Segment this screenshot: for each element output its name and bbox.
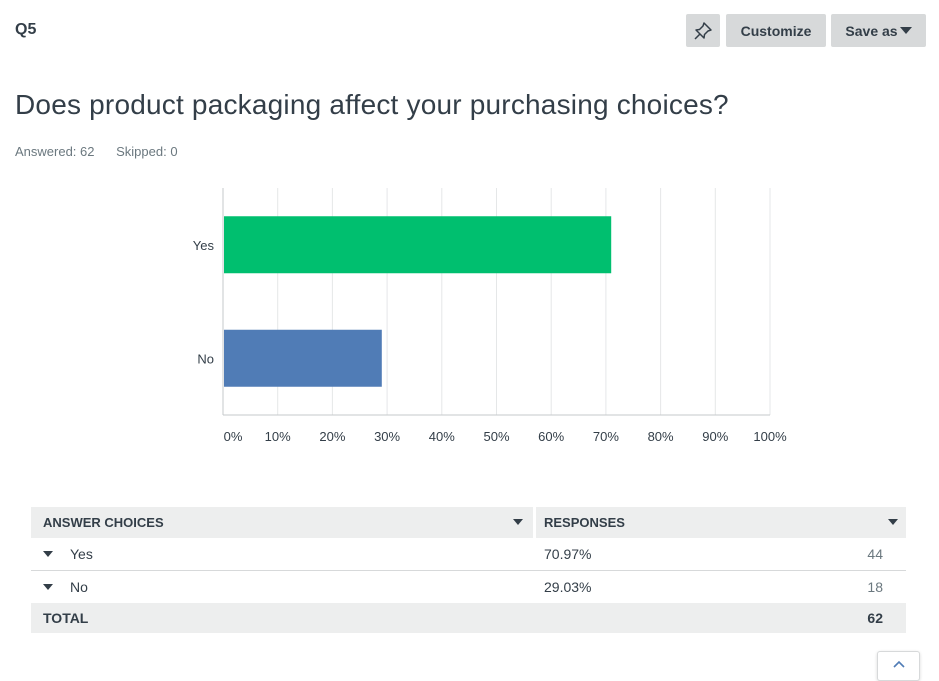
x-tick-label: 0% [224, 429, 243, 444]
row-percent: 29.03% [544, 579, 592, 595]
caret-down-icon [899, 27, 912, 34]
expand-row-icon[interactable] [43, 584, 53, 590]
y-tick-label: No [197, 351, 214, 366]
answered-count: Answered: 62 [15, 144, 95, 159]
x-tick-label: 40% [429, 429, 455, 444]
y-tick-label: Yes [193, 238, 215, 253]
x-tick-label: 60% [538, 429, 564, 444]
total-row: TOTAL 62 [31, 603, 906, 633]
row-label: Yes [70, 546, 93, 562]
question-header: Q5 Customize Save as [0, 0, 939, 62]
total-label: TOTAL [43, 610, 89, 626]
row-count: 44 [867, 546, 883, 562]
row-percent: 70.97% [544, 546, 592, 562]
x-tick-label: 50% [483, 429, 509, 444]
x-tick-label: 100% [753, 429, 787, 444]
response-stats: Answered: 62 Skipped: 0 [15, 144, 196, 159]
header-answer-choices: ANSWER CHOICES [43, 515, 164, 530]
save-as-button[interactable]: Save as [831, 14, 926, 47]
chevron-up-icon [892, 660, 905, 668]
chart-svg: 0% 10% 20% 30% 40% 50% 60% 70% 80% 90% 100% Yes No [193, 188, 787, 444]
table-header: ANSWER CHOICES RESPONSES [31, 507, 906, 538]
question-number: Q5 [15, 21, 37, 38]
answer-table: ANSWER CHOICES RESPONSES Yes 70.97% 44 N… [31, 507, 906, 633]
scroll-to-top-button[interactable] [877, 651, 920, 681]
header-divider [533, 507, 536, 538]
table-row: No 29.03% 18 [31, 571, 906, 603]
results-chart: 0% 10% 20% 30% 40% 50% 60% 70% 80% 90% 100% Yes No [193, 188, 787, 444]
sort-choices-icon[interactable] [513, 519, 523, 525]
x-tick-label: 20% [319, 429, 345, 444]
bar-no [224, 329, 382, 387]
pin-button[interactable] [686, 14, 720, 47]
pin-icon [694, 21, 712, 40]
x-tick-label: 30% [374, 429, 400, 444]
x-tick-label: 80% [648, 429, 674, 444]
x-tick-label: 10% [265, 429, 291, 444]
row-count: 18 [867, 579, 883, 595]
total-count: 62 [867, 610, 883, 626]
save-as-label: Save as [845, 22, 898, 39]
customize-label: Customize [740, 22, 812, 39]
x-tick-label: 70% [593, 429, 619, 444]
sort-responses-icon[interactable] [888, 519, 898, 525]
skipped-count: Skipped: 0 [116, 144, 178, 159]
table-row: Yes 70.97% 44 [31, 538, 906, 571]
customize-button[interactable]: Customize [726, 14, 826, 47]
header-responses: RESPONSES [544, 515, 625, 530]
row-label: No [70, 579, 88, 595]
expand-row-icon[interactable] [43, 551, 53, 557]
question-title: Does product packaging affect your purch… [15, 89, 729, 120]
x-tick-label: 90% [702, 429, 728, 444]
bar-yes [224, 216, 612, 274]
